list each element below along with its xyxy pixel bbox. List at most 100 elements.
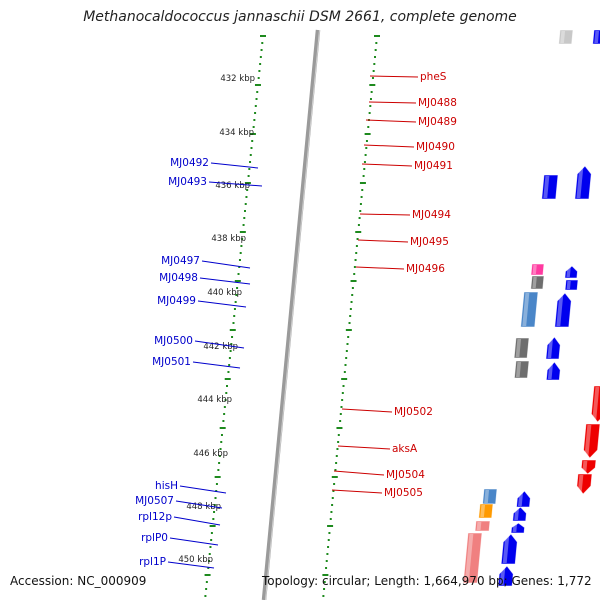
gene-shape — [530, 275, 545, 290]
gene-shine — [518, 492, 524, 506]
gene-label: rplP0 — [141, 532, 168, 544]
gene-label: aksA — [392, 443, 418, 455]
gene-shape — [512, 506, 527, 522]
gene-label: hisH — [155, 480, 178, 492]
gene-shine — [484, 490, 490, 503]
kbp-label: 448 kbp — [186, 502, 221, 512]
gene-shape — [513, 360, 530, 379]
gene-feature — [497, 565, 514, 587]
gene-shine — [512, 524, 518, 532]
kbp-label: 432 kbp — [220, 74, 255, 84]
gene-shine — [592, 387, 600, 421]
gene-shape — [541, 174, 559, 200]
gene-shine — [514, 508, 520, 520]
gene-feature — [576, 473, 593, 495]
gene-label: MJ0496 — [406, 263, 445, 275]
genome-summary-text: Topology: circular; Length: 1,664,970 bp… — [262, 574, 592, 588]
kbp-label: 450 kbp — [178, 555, 213, 565]
gene-label: MJ0507 — [135, 495, 174, 507]
label-leader — [179, 485, 227, 494]
gene-shape — [580, 459, 597, 475]
gene-feature — [520, 291, 539, 328]
gene-shape — [545, 361, 561, 381]
gene-shape — [497, 565, 514, 587]
gene-label: MJ0498 — [159, 272, 198, 284]
gene-feature — [530, 275, 545, 290]
label-leader — [331, 489, 383, 494]
kbp-label: 436 kbp — [215, 181, 250, 191]
gene-shine — [556, 294, 564, 326]
gene-shine — [464, 534, 474, 582]
label-leader — [175, 500, 223, 509]
gene-label: pheS — [420, 71, 447, 83]
gene-shape — [510, 522, 525, 534]
gene-feature — [574, 165, 592, 200]
label-leader — [194, 340, 245, 349]
gene-shine — [547, 363, 554, 379]
gene-feature — [558, 29, 574, 45]
label-leader — [167, 561, 215, 569]
label-leader — [201, 260, 251, 269]
gene-shape — [574, 165, 592, 200]
kbp-label: 434 kbp — [219, 128, 254, 138]
gene-label: MJ0499 — [157, 295, 196, 307]
kbp-label: 442 kbp — [203, 342, 238, 352]
gene-shine — [515, 362, 522, 377]
gene-feature — [564, 265, 578, 279]
gene-shine — [532, 265, 537, 274]
kbp-label: 446 kbp — [193, 449, 228, 459]
label-leader — [199, 277, 251, 285]
gene-feature — [583, 423, 600, 459]
gene-shine — [515, 339, 522, 357]
gene-label: MJ0505 — [384, 487, 423, 499]
gene-shine — [577, 475, 584, 493]
gene-feature — [590, 385, 600, 423]
gene-feature — [513, 337, 530, 359]
gene-shape — [513, 337, 530, 359]
gene-feature — [500, 533, 518, 565]
label-leader — [341, 408, 393, 413]
gene-shine — [582, 461, 588, 473]
gene-label: MJ0491 — [414, 160, 453, 172]
gene-label: MJ0489 — [418, 116, 457, 128]
gene-label: MJ0497 — [161, 255, 200, 267]
gene-shine — [576, 167, 584, 198]
gene-shine — [522, 293, 530, 326]
kbp-label: 444 kbp — [197, 395, 232, 405]
gene-shine — [499, 567, 506, 585]
gene-label: MJ0504 — [386, 469, 425, 481]
gene-shape — [478, 503, 494, 519]
label-leader — [368, 101, 417, 104]
gene-label: MJ0493 — [168, 176, 207, 188]
map-title: Methanocaldococcus jannaschii DSM 2661, … — [83, 9, 517, 25]
gene-feature — [592, 29, 600, 45]
label-leader — [363, 144, 415, 148]
gene-shape — [520, 291, 539, 328]
gene-feature — [545, 336, 561, 360]
genome-backbone — [261, 29, 321, 600]
gene-label: MJ0492 — [170, 157, 209, 169]
gene-feature — [530, 263, 545, 276]
gene-feature — [462, 532, 483, 584]
gene-shine — [560, 31, 566, 43]
gene-label: MJ0494 — [412, 209, 451, 221]
gene-label: rpl12p — [138, 511, 172, 523]
gene-shine — [480, 505, 486, 517]
gene-shape — [564, 265, 578, 279]
label-leader — [361, 163, 413, 167]
gene-labels: pheS MJ0488 MJ0489 MJ0490 MJ0491 MJ0494 MJ0495… — [135, 71, 457, 569]
gene-shine — [566, 281, 571, 289]
gene-shine — [584, 425, 592, 457]
label-leader — [369, 75, 419, 78]
label-leader — [169, 537, 219, 546]
features-layer — [462, 29, 600, 587]
label-leader — [365, 119, 417, 123]
gene-shine — [532, 277, 537, 288]
label-leader — [192, 361, 241, 369]
backbone-highlight — [265, 29, 320, 600]
gene-feature — [478, 503, 494, 519]
gene-label: MJ0488 — [418, 97, 457, 109]
gene-shine — [566, 267, 571, 277]
kbp-label: 438 kbp — [211, 234, 246, 244]
